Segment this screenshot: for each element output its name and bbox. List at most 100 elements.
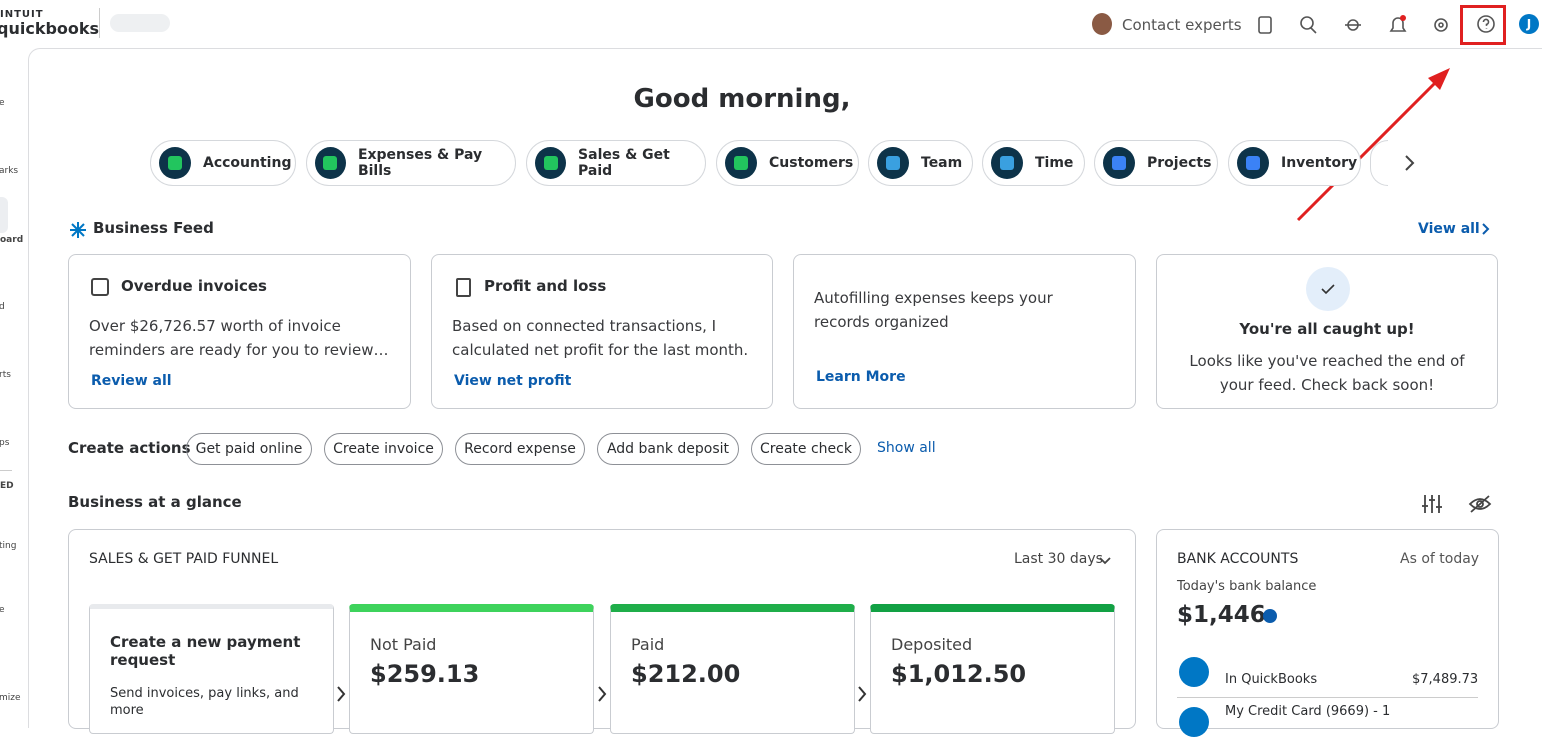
app-icon — [1103, 147, 1135, 179]
check-icon — [1306, 267, 1350, 311]
sidebar-item[interactable]: rts — [0, 370, 11, 380]
contact-experts[interactable]: Contact experts — [1122, 16, 1242, 34]
expert-avatar — [1092, 13, 1112, 35]
tasks-icon[interactable] — [1258, 16, 1272, 34]
card-link[interactable]: Learn More — [816, 369, 906, 385]
settings-icon[interactable] — [1434, 18, 1448, 32]
app-label: Sales & Get Paid — [578, 147, 670, 179]
funnel-card[interactable]: Not Paid $259.13 — [349, 604, 594, 734]
page: INTUIT quickbooks Contact experts J e ark… — [0, 5, 1542, 737]
action-button[interactable]: Create invoice — [324, 433, 443, 465]
funnel-card[interactable]: Deposited $1,012.50 — [870, 604, 1115, 734]
app-pill[interactable]: Sales & Get Paid — [526, 140, 706, 186]
search-icon[interactable] — [1300, 16, 1314, 30]
card-title: You're all caught up! — [1239, 320, 1415, 338]
brand-top: INTUIT — [0, 9, 44, 20]
sidebar-item[interactable]: d — [0, 302, 5, 312]
app-pill[interactable]: Customers — [716, 140, 859, 186]
action-button[interactable]: Get paid online — [186, 433, 312, 465]
app-glyph — [1246, 156, 1260, 170]
card-body: Looks like you've reached the end of you… — [1189, 352, 1465, 394]
sidebar-divider — [0, 470, 12, 471]
card-link[interactable]: Review all — [91, 373, 172, 389]
actions-label: Create actions — [68, 439, 191, 457]
view-all-chevron — [1482, 223, 1490, 235]
app-label: Expenses & Pay Bills — [357, 147, 483, 179]
sidebar-item[interactable]: e — [0, 605, 5, 615]
sidebar-item[interactable]: mize — [0, 693, 21, 703]
app-label: Time — [1035, 155, 1074, 171]
sidebar-item[interactable]: oard — [0, 235, 24, 245]
app-icon — [1237, 147, 1269, 179]
view-all[interactable]: View all — [1418, 221, 1480, 237]
user-avatar[interactable]: J — [1519, 14, 1539, 34]
show-all[interactable]: Show all — [877, 440, 936, 456]
greeting: Good morning, — [633, 84, 851, 114]
info-icon[interactable] — [1263, 609, 1277, 623]
feed-card: Overdue invoices Over $26,726.57 worth o… — [68, 254, 411, 409]
row-divider — [1177, 697, 1478, 698]
action-button[interactable]: Add bank deposit — [597, 433, 739, 465]
main-panel — [28, 48, 1542, 728]
card-title: Profit and loss — [484, 277, 607, 295]
app-label: Customers — [769, 155, 854, 171]
bank-panel — [1156, 529, 1499, 729]
sidebar-item[interactable]: ting — [0, 541, 17, 551]
stage-amount: $212.00 — [631, 660, 741, 688]
sidebar-item[interactable]: e — [0, 98, 5, 108]
app-label: Accounting — [203, 155, 292, 171]
app-pill[interactable]: Inventory — [1228, 140, 1361, 186]
card-icon — [91, 278, 109, 296]
app-glyph — [543, 156, 558, 170]
request-body: Send invoices, pay links, and more — [110, 686, 299, 718]
next-arrow[interactable] — [1400, 152, 1420, 174]
hide-icon[interactable] — [1468, 495, 1492, 513]
app-icon — [991, 147, 1023, 179]
app-glyph — [886, 156, 900, 170]
funnel-card[interactable]: Paid $212.00 — [610, 604, 855, 734]
app-pill[interactable]: Time — [982, 140, 1085, 186]
bank-balance: $1,446 — [1177, 602, 1266, 628]
customize-icon[interactable] — [1422, 495, 1442, 513]
funnel-card[interactable]: Create a new payment request Send invoic… — [89, 604, 334, 734]
app-pill[interactable]: Projects — [1094, 140, 1218, 186]
stage-label: Paid — [631, 635, 665, 654]
brand[interactable]: quickbooks — [0, 19, 100, 38]
toolbar-icons — [1258, 15, 1495, 34]
glance-icons — [1422, 495, 1492, 513]
app-glyph — [734, 156, 748, 170]
highlight-box — [1460, 5, 1506, 45]
sidebar-item[interactable]: ps — [0, 438, 10, 448]
stage-amount: $1,012.50 — [891, 660, 1027, 688]
request-title: Create a new payment request — [110, 633, 301, 669]
feed-card: You're all caught up! Looks like you've … — [1156, 254, 1498, 409]
help-icon[interactable] — [1477, 15, 1495, 33]
sidebar-item[interactable]: arks — [0, 166, 19, 176]
range-select[interactable]: Last 30 days — [1014, 551, 1103, 567]
account-amount: $7,489.73 — [1412, 672, 1479, 687]
balance-label: Today's bank balance — [1177, 579, 1317, 594]
action-button[interactable]: Record expense — [455, 433, 585, 465]
app-icon — [725, 147, 757, 179]
app-pill[interactable]: Expenses & Pay Bills — [306, 140, 516, 186]
card-title: Overdue invoices — [121, 277, 267, 295]
card-link[interactable]: View net profit — [454, 373, 572, 389]
app-pill[interactable]: Team — [868, 140, 973, 186]
stage-amount: $259.13 — [370, 660, 480, 688]
company-name-blur — [110, 14, 170, 32]
app-glyph — [168, 156, 182, 170]
feed-card: Autofilling expenses keeps your records … — [793, 254, 1136, 409]
divider — [99, 8, 100, 38]
notifications-icon[interactable] — [1389, 17, 1407, 32]
card-body: Over $26,726.57 worth of invoice reminde… — [89, 317, 389, 359]
app-pill[interactable]: Accounting — [150, 140, 296, 186]
sidebar-item[interactable]: ED — [0, 481, 14, 491]
feed-card: Profit and loss Based on connected trans… — [431, 254, 773, 409]
glance-title: Business at a glance — [68, 493, 242, 511]
action-button[interactable]: Create check — [751, 433, 861, 465]
as-of: As of today — [1400, 551, 1480, 567]
feed-title: Business Feed — [93, 219, 214, 237]
card-body: Based on connected transactions, I calcu… — [452, 317, 749, 359]
app-icon — [535, 147, 567, 179]
bank-title: BANK ACCOUNTS — [1177, 551, 1299, 567]
